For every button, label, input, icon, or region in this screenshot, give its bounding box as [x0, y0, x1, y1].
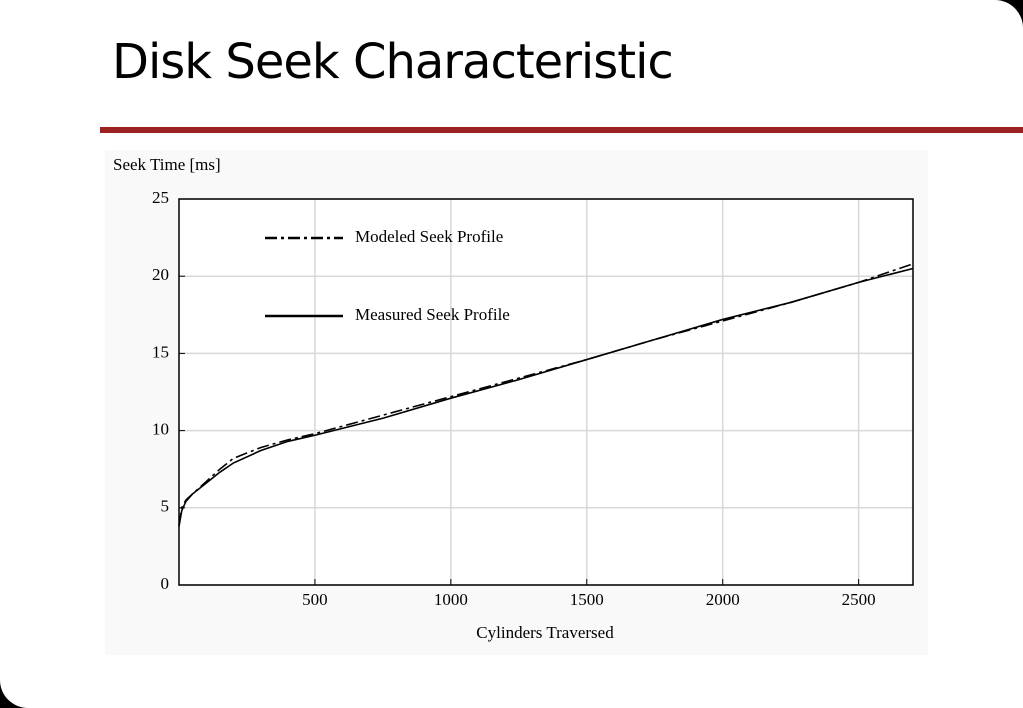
data-line	[178, 267, 914, 527]
x-tick-label: 2500	[842, 590, 876, 609]
x-tick-label: 1500	[570, 590, 604, 609]
plot-frame	[178, 198, 914, 586]
title-rule	[100, 127, 1023, 133]
slide-title: Disk Seek Characteristic	[112, 34, 674, 90]
y-tick-label: 20	[152, 265, 169, 284]
plot-area	[179, 199, 911, 585]
x-tick-label: 500	[302, 590, 328, 609]
y-tick-label: 5	[161, 497, 170, 516]
y-tick-label: 0	[161, 574, 170, 593]
legend-label: Modeled Seek Profile	[355, 227, 503, 246]
y-tick-label: 15	[152, 342, 169, 361]
chart: Seek Time [ms] Cylinders Traversed 0 5 10 1…	[105, 150, 928, 655]
x-tick-label: 2000	[706, 590, 740, 609]
y-tick-label: 10	[152, 420, 169, 439]
x-axis-label: Cylinders Traversed	[476, 623, 614, 642]
y-tick-label: 25	[152, 188, 169, 207]
x-tick-label: 1000	[434, 590, 468, 609]
y-axis-label: Seek Time [ms]	[113, 155, 221, 174]
legend-label: Measured Seek Profile	[355, 305, 510, 324]
